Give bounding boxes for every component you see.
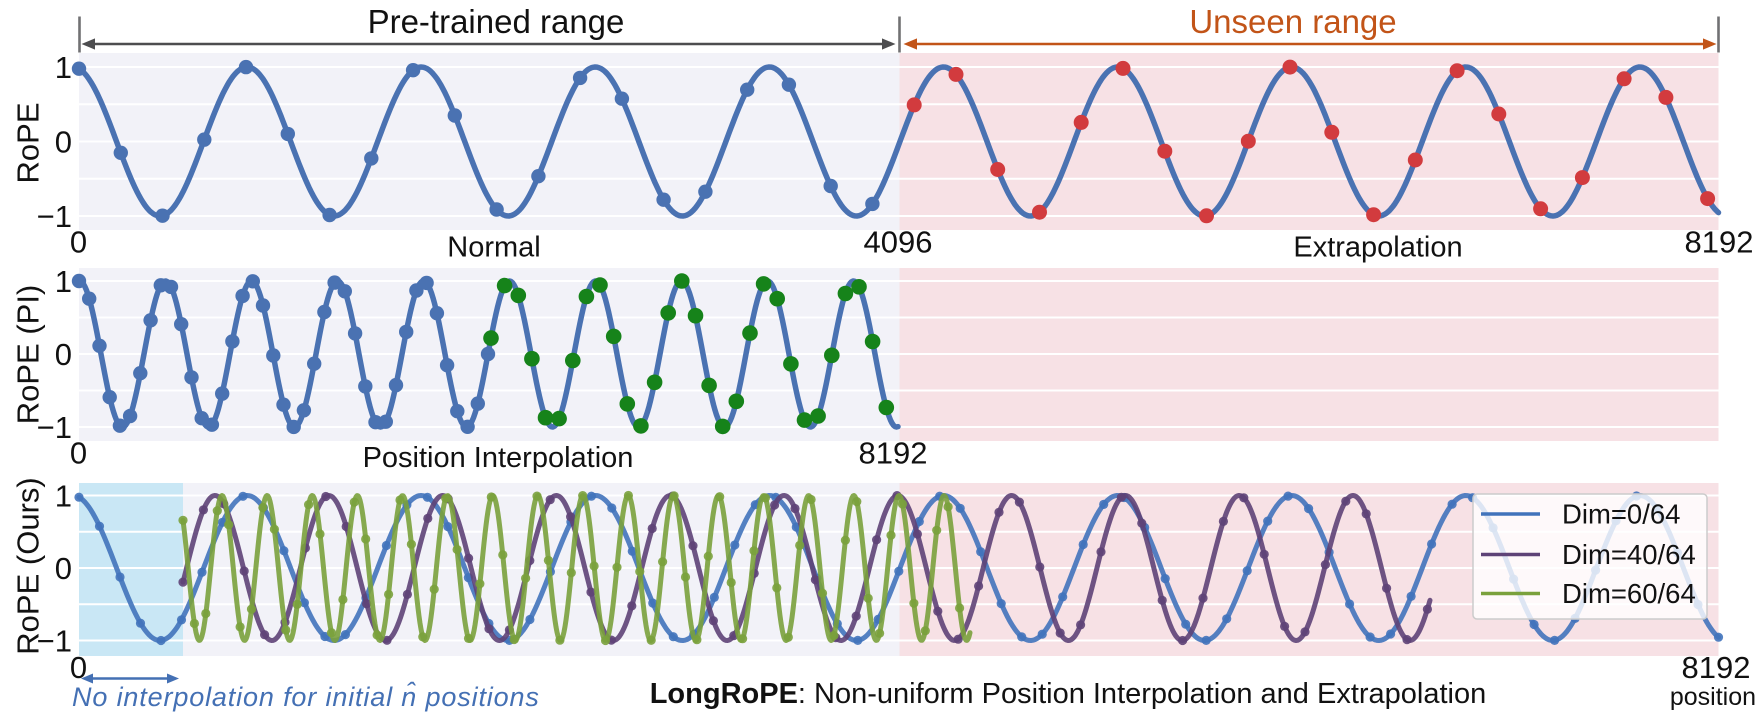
svg-text:RoPE (Ours): RoPE (Ours)	[11, 477, 46, 654]
svg-text:−1: −1	[37, 624, 72, 659]
svg-text:LongRoPE: Non-uniform Position: LongRoPE: Non-uniform Position Interpola…	[650, 678, 1487, 710]
svg-text:Extrapolation: Extrapolation	[1293, 232, 1462, 264]
svg-text:1: 1	[55, 50, 72, 85]
svg-text:RoPE: RoPE	[11, 103, 46, 184]
svg-text:Pre-trained range: Pre-trained range	[368, 3, 625, 40]
svg-text:0: 0	[70, 225, 87, 260]
svg-text:Dim=0/64: Dim=0/64	[1562, 499, 1680, 530]
svg-text:0: 0	[55, 337, 72, 372]
svg-text:8192: 8192	[1682, 650, 1751, 685]
svg-text:−1: −1	[37, 199, 72, 234]
svg-text:0: 0	[70, 436, 87, 471]
svg-text:Dim=40/64: Dim=40/64	[1562, 539, 1696, 570]
svg-text:Dim=60/64: Dim=60/64	[1562, 578, 1696, 609]
svg-text:4096: 4096	[864, 225, 933, 260]
svg-text:0: 0	[55, 125, 72, 160]
svg-text:No interpolation for initial n: No interpolation for initial n̂ position…	[72, 682, 540, 712]
svg-text:8192: 8192	[1685, 225, 1754, 260]
svg-text:1: 1	[55, 479, 72, 514]
svg-text:1: 1	[55, 264, 72, 299]
svg-text:position: position	[1670, 683, 1756, 711]
svg-text:RoPE (PI): RoPE (PI)	[11, 285, 46, 425]
svg-text:Normal: Normal	[447, 232, 540, 264]
svg-text:0: 0	[55, 551, 72, 586]
svg-text:Position Interpolation: Position Interpolation	[363, 442, 634, 474]
svg-text:Unseen range: Unseen range	[1189, 3, 1396, 40]
svg-text:0: 0	[70, 650, 87, 685]
svg-text:−1: −1	[37, 410, 72, 445]
svg-text:8192: 8192	[859, 436, 928, 471]
